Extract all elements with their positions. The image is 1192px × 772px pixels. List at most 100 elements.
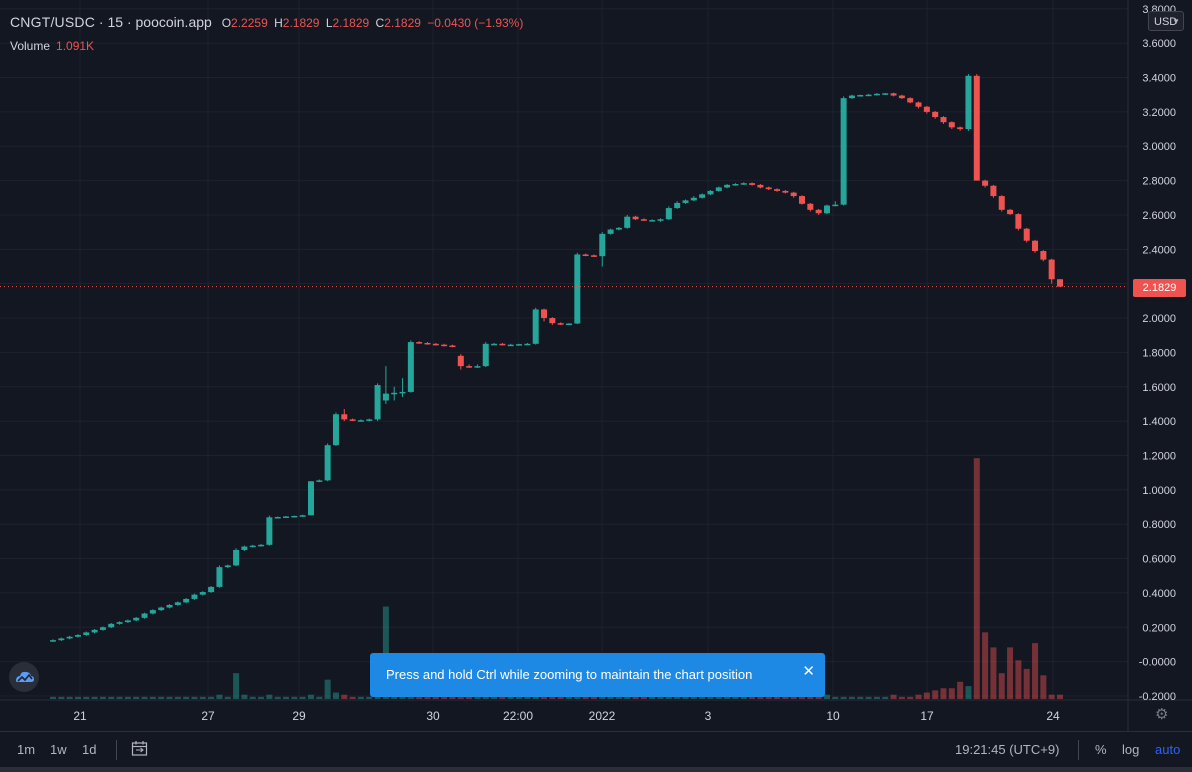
candle-up (965, 75, 972, 130)
y-tick-label: 0.8000 (1142, 519, 1176, 531)
legend-separator: · (98, 14, 104, 30)
volume-bar (108, 696, 115, 699)
candle-up (124, 620, 131, 623)
volume-bar (474, 696, 481, 699)
y-tick-label: 2.0000 (1142, 313, 1176, 325)
candle-up (857, 95, 864, 97)
candle-down (1023, 228, 1030, 241)
range-1m-button[interactable]: 1m (17, 742, 36, 757)
x-tick-label: 27 (201, 709, 215, 723)
volume-bar (615, 696, 622, 699)
range-1d-button[interactable]: 1d (82, 742, 97, 757)
time-axis[interactable]: 21 27 29 30 22:00 2022 3 10 17 24 (73, 709, 1060, 723)
y-tick-label: 1.0000 (1142, 485, 1176, 497)
candle-down (998, 196, 1005, 210)
x-tick-label: 22:00 (503, 709, 533, 723)
volume-bar (241, 694, 248, 699)
high-value: 2.1829 (282, 16, 320, 30)
clock-time[interactable]: 19:21:45 (UTC+9) (955, 742, 1060, 757)
candle-up (532, 309, 539, 344)
x-tick-label: 10 (826, 709, 840, 723)
volume-bar (982, 632, 989, 699)
volume-bar (524, 696, 531, 699)
candle-up (99, 627, 106, 630)
volume-bar (516, 696, 523, 699)
candle-up (374, 385, 381, 420)
candle-up (133, 617, 140, 621)
volume-bar (565, 696, 572, 699)
candle-up (615, 227, 622, 230)
price-chart[interactable]: 3.80003.60003.40003.20003.00002.80002.60… (0, 0, 1192, 731)
candle-up (707, 190, 714, 195)
volume-bar (799, 696, 806, 699)
chevron-down-icon: ▼ (1172, 17, 1180, 26)
volume-bar (990, 647, 997, 699)
symbol-name[interactable]: CNGT/USDC (10, 14, 96, 30)
candle-down (757, 184, 764, 188)
volume-bar (1057, 694, 1063, 699)
candle-up (865, 94, 872, 97)
candle-down (923, 106, 930, 112)
volume-bar (865, 696, 872, 699)
candle-up (357, 420, 364, 422)
candle-down (973, 75, 980, 181)
candle-up (174, 602, 181, 605)
y-tick-label: 1.6000 (1142, 382, 1176, 394)
currency-selector[interactable]: USD ▼ (1148, 11, 1184, 31)
candle-up (840, 98, 847, 205)
volume-bar (291, 696, 298, 699)
close-icon[interactable]: ✕ (802, 663, 815, 680)
volume-bar (507, 696, 514, 699)
y-tick-label: 3.2000 (1142, 107, 1176, 119)
volume-bar (840, 696, 847, 699)
candle-up (324, 445, 331, 481)
percent-toggle[interactable]: % (1095, 742, 1107, 757)
volume-bar (957, 681, 964, 699)
y-tick-label: 0.6000 (1142, 554, 1176, 566)
candle-down (432, 343, 439, 346)
candle-down (990, 185, 997, 197)
volume-bar (1007, 647, 1014, 699)
candle-down (799, 196, 806, 204)
auto-scale-toggle[interactable]: auto (1155, 742, 1181, 757)
calendar-icon[interactable] (131, 740, 148, 760)
bottom-strip (0, 767, 1192, 772)
volume-bar (324, 679, 331, 699)
y-tick-label: 0.2000 (1142, 622, 1176, 634)
volume-legend[interactable]: Volume 1.091K (10, 39, 94, 53)
y-tick-label: -0.0000 (1139, 657, 1176, 669)
candle-up (291, 515, 298, 518)
grid-lines (0, 0, 1128, 700)
volume-bar (216, 694, 223, 699)
log-toggle[interactable]: log (1122, 742, 1140, 757)
volume-bar (99, 696, 106, 699)
volume-bar (549, 696, 556, 699)
volume-bar (366, 696, 373, 699)
price-axis[interactable]: 3.80003.60003.40003.20003.00002.80002.60… (1139, 4, 1176, 703)
candle-up (482, 343, 489, 367)
candle-up (474, 366, 481, 368)
candle-down (1040, 251, 1047, 260)
volume-bar (857, 696, 864, 699)
volume-bar (940, 688, 947, 699)
volume-bar (274, 696, 281, 699)
gear-icon[interactable]: ⚙ (1155, 706, 1169, 723)
volume-bar (832, 696, 839, 699)
volume-bar (740, 696, 747, 699)
candle-up (299, 515, 306, 517)
volume-bar (890, 694, 897, 699)
candle-up (83, 632, 90, 636)
y-tick-label: 0.4000 (1142, 588, 1176, 600)
candle-up (241, 546, 248, 550)
volume-bar (640, 696, 647, 699)
volume-bar (948, 688, 955, 699)
candle-down (807, 203, 814, 210)
volume-bar (1040, 675, 1047, 699)
tradingview-logo[interactable] (9, 662, 39, 692)
interval-label[interactable]: 15 (107, 14, 124, 30)
ohlc-values: O2.2259 H2.1829 L2.1829 C2.1829 −0.0430 … (222, 16, 527, 30)
range-1w-button[interactable]: 1w (50, 742, 67, 757)
volume-bar (91, 696, 98, 699)
candle-up (266, 517, 273, 545)
candle-up (199, 592, 206, 595)
